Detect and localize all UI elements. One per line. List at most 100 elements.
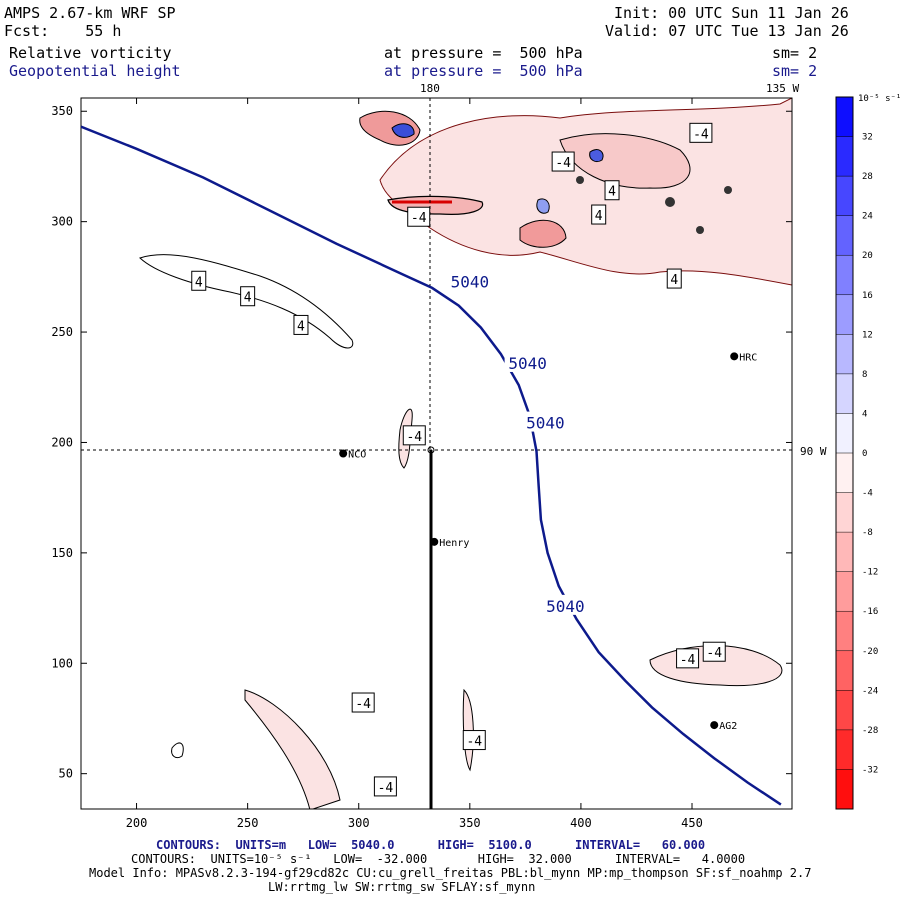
x-tick-label: 300	[348, 816, 370, 830]
colorbar-segment-16	[836, 729, 853, 770]
colorbar-tick-label: -28	[862, 726, 878, 736]
vort-label-box-7	[240, 286, 256, 307]
x-tick-label: 450	[681, 816, 703, 830]
vorticity-contour-label: 4	[195, 275, 203, 290]
colorbar-segment-0	[836, 97, 853, 138]
colorbar-tick-label: 16	[862, 291, 873, 301]
colorbar-segment-7	[836, 373, 853, 414]
vorticity-spot-3	[696, 226, 704, 234]
colorbar-segment-6	[836, 334, 853, 375]
vorticity-contour-label: -4	[466, 735, 482, 750]
y-tick-label: 300	[51, 215, 73, 229]
colorbar-tick-label: 32	[862, 133, 873, 143]
vorticity-field	[139, 98, 792, 809]
y-axis: 50 100 150 200 250 300 350	[51, 104, 792, 781]
station-label: AG2	[719, 721, 737, 732]
station-marker-1	[430, 537, 439, 546]
vorticity-contour-label: -4	[555, 156, 571, 171]
footer-height-contours: CONTOURS: UNITS=m LOW= 5040.0 HIGH= 5100…	[156, 838, 706, 852]
vorticity-contour-label: 4	[244, 291, 252, 306]
colorbar-segment-9	[836, 453, 853, 494]
vorticity-contour-label: -4	[706, 646, 722, 661]
y-tick-label: 350	[51, 104, 73, 118]
height-label-bg-0	[446, 270, 493, 291]
x-axis: 200 250 300 350 400 450	[126, 98, 703, 830]
vorticity-core-2	[536, 198, 550, 214]
lon-label-180: 180	[420, 82, 440, 95]
vorticity-contour-label: 4	[670, 273, 678, 288]
vort-label-box-6	[191, 270, 207, 291]
vort-label-box-4	[676, 648, 700, 669]
colorbar-tick-label: -24	[862, 686, 878, 696]
station-label: NCO	[348, 450, 366, 461]
vort-label-box-12	[604, 180, 620, 201]
colorbar-segment-15	[836, 690, 853, 731]
vort-label-box-14	[591, 204, 607, 225]
station-marker-2	[730, 352, 739, 361]
vorticity-contour-label: -4	[680, 653, 696, 668]
vort-label-box-10	[407, 206, 431, 227]
colorbar-segment-1	[836, 136, 853, 177]
x-tick-label: 200	[126, 816, 148, 830]
height-contour-label: 5040	[526, 414, 565, 433]
colorbar-segment-13	[836, 611, 853, 652]
vorticity-contour-label: -4	[355, 697, 371, 712]
vort-label-box-0	[402, 425, 426, 446]
vort-label-box-1	[462, 730, 486, 751]
colorbar-tick-label: 12	[862, 330, 873, 340]
vort-label-box-5	[702, 641, 726, 662]
valid-time: Valid: 07 UTC Tue 13 Jan 26	[605, 22, 849, 40]
colorbar-segment-14	[836, 650, 853, 691]
vort-label-box-13	[689, 122, 713, 143]
y-tick-label: 50	[59, 767, 73, 781]
colorbar-segment-3	[836, 215, 853, 256]
field2-name: Geopotential height	[9, 62, 181, 80]
vorticity-band-1	[387, 195, 484, 215]
vorticity-contour-label: -4	[406, 430, 422, 445]
model-title: AMPS 2.67-km WRF SP	[4, 4, 176, 22]
vort-label-box-11	[551, 151, 575, 172]
colorbar-segment-4	[836, 255, 853, 296]
field2-level: at pressure = 500 hPa	[384, 62, 583, 80]
vort-label-box-8	[293, 314, 309, 335]
plot-frame	[80, 97, 793, 810]
forecast-hour: Fcst: 55 h	[4, 22, 122, 40]
colorbar-tick-label: 24	[862, 212, 873, 222]
y-tick-label: 250	[51, 325, 73, 339]
colorbar-segment-2	[836, 176, 853, 217]
field1-name: Relative vorticity	[9, 44, 172, 62]
colorbar-tick-label: -32	[862, 765, 878, 775]
height-contour-5040	[81, 125, 782, 806]
height-contour-label: 5040	[546, 597, 585, 616]
vorticity-contour-label: 4	[297, 319, 305, 334]
colorbar-tick-label: -20	[862, 647, 878, 657]
y-tick-label: 150	[51, 546, 73, 560]
x-tick-label: 350	[459, 816, 481, 830]
vort-label-box-3	[373, 776, 397, 797]
pole-marker	[427, 446, 435, 454]
station-marker-0	[339, 449, 348, 458]
vorticity-core-1	[391, 123, 415, 138]
station-label: Henry	[439, 538, 469, 549]
colorbar-tick-label: -8	[862, 528, 873, 538]
colorbar-segment-17	[836, 769, 853, 810]
x-tick-label: 250	[237, 816, 259, 830]
height-label-bg-3	[542, 594, 589, 615]
lon-label-90w: 90 W	[800, 445, 827, 458]
vorticity-region-center	[519, 219, 567, 248]
colorbar-segment-5	[836, 294, 853, 335]
vorticity-contour-label: -4	[378, 781, 394, 796]
field1-smoothing: sm= 2	[772, 44, 818, 62]
colorbar-tick-label: 28	[862, 172, 873, 182]
height-contour-labels: 5040 5040 5040 5040	[446, 270, 589, 616]
field1-level: at pressure = 500 hPa	[384, 44, 583, 62]
colorbar-segment-8	[836, 413, 853, 454]
vorticity-region-top	[379, 98, 792, 286]
colorbar-tick-label: -4	[862, 489, 873, 499]
station-marker-3	[710, 721, 719, 730]
field2-smoothing: sm= 2	[772, 62, 818, 80]
colorbar-tick-label: 20	[862, 251, 873, 261]
colorbar-tick-label: -12	[862, 568, 878, 578]
colorbar-tick-label: 8	[862, 370, 867, 380]
